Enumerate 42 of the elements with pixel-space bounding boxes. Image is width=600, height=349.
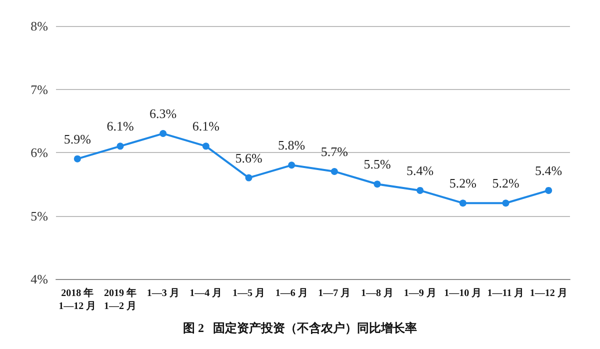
point	[202, 142, 210, 150]
x-tick-label: 1—7 月	[318, 288, 351, 299]
x-tick-label: 1—3 月	[146, 288, 180, 299]
data-label: 5.6%	[235, 150, 262, 166]
point	[374, 180, 381, 188]
y-tick-label: 8%	[30, 18, 48, 34]
x-tick-label: 2018 年 1—12 月	[58, 287, 96, 312]
data-label: 5.4%	[535, 162, 562, 178]
x-tick-label: 1—8 月	[361, 288, 394, 299]
data-label: 5.7%	[320, 144, 348, 159]
point	[288, 162, 296, 169]
data-label: 6.3%	[150, 106, 177, 122]
y-tick-label: 5%	[30, 208, 48, 224]
data-label: 5.2%	[449, 176, 477, 191]
y-tick-label: 7%	[30, 82, 48, 97]
point	[459, 200, 466, 207]
x-tick-label: 1—10 月	[444, 288, 482, 299]
point	[74, 155, 81, 162]
x-tick-label: 1—11 月	[487, 288, 524, 299]
data-label: 5.9%	[64, 131, 92, 146]
x-tick-label: 1—4 月	[190, 288, 222, 299]
data-label: 5.2%	[492, 176, 520, 191]
point	[245, 174, 252, 182]
point	[330, 168, 338, 175]
text: 图 2 固定资产投资（不含农户）同比增长率	[183, 321, 417, 335]
data-label: 5.5%	[364, 156, 391, 172]
data-label: 6.1%	[106, 118, 134, 134]
y-tick-label: 6%	[30, 145, 48, 160]
data-label: 6.1%	[192, 118, 220, 134]
x-tick-label: 1—6 月	[275, 288, 308, 299]
x-tick-label: 2019 年 1—2 月	[104, 287, 136, 312]
point	[160, 130, 167, 138]
data-label: 5.4%	[406, 162, 434, 178]
data-label: 5.8%	[278, 138, 306, 153]
point	[545, 186, 552, 194]
point	[502, 200, 510, 207]
x-tick-label: 1—9 月	[404, 288, 436, 299]
x-tick-label: 1—5 月	[232, 288, 265, 299]
point	[116, 142, 124, 150]
x-tick-label: 1—12 月	[530, 288, 568, 299]
y-tick-label: 4%	[30, 272, 48, 286]
point	[416, 186, 424, 194]
